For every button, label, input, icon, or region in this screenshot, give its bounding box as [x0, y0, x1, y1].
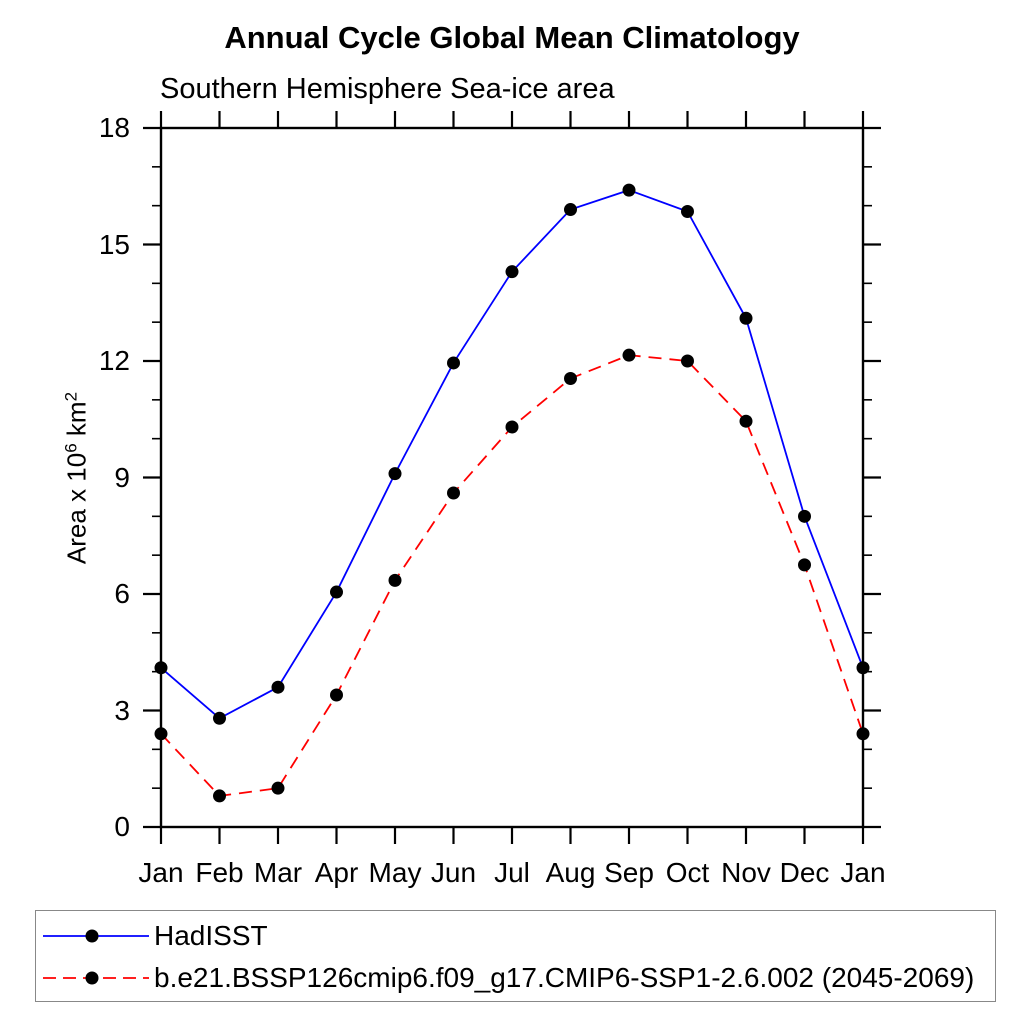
data-point-marker	[154, 727, 168, 741]
x-tick-label: Nov	[721, 857, 771, 888]
legend-line-sample-solid	[43, 929, 149, 943]
data-point-marker	[681, 354, 694, 368]
chart-subtitle: Southern Hemisphere Sea-ice area	[160, 73, 615, 105]
data-point-marker	[213, 789, 226, 803]
data-point-marker	[154, 661, 168, 675]
x-tick-label: Oct	[665, 857, 710, 888]
data-point-marker	[388, 573, 402, 587]
data-point-marker	[739, 311, 753, 325]
data-point-marker	[330, 585, 343, 599]
x-tick-label: Dec	[779, 857, 830, 888]
y-tick-label: 15	[98, 228, 130, 260]
y-tick-label: 9	[114, 461, 130, 493]
data-point-marker	[739, 414, 753, 428]
data-point-marker	[798, 509, 811, 523]
x-tick-label: Jan	[138, 857, 184, 888]
data-point-marker	[564, 371, 577, 385]
data-point-marker	[856, 727, 870, 741]
legend-row-hadisst: HadISST	[41, 917, 268, 955]
data-point-marker	[447, 486, 460, 500]
x-tick-label: Apr	[314, 857, 359, 888]
data-point-marker	[447, 356, 460, 370]
data-point-marker	[330, 688, 343, 702]
data-point-marker	[681, 204, 694, 218]
data-point-marker	[622, 183, 636, 197]
x-tick-label: Jul	[494, 857, 530, 888]
data-point-marker	[271, 680, 285, 694]
data-point-marker	[388, 467, 402, 481]
data-point-marker	[798, 558, 811, 572]
data-point-marker	[271, 781, 285, 795]
legend-label: HadISST	[154, 920, 268, 951]
x-tick-label: Feb	[195, 857, 244, 888]
data-point-marker	[505, 265, 519, 279]
y-axis-tick-labels: 0 3 6 9 12 15 18	[0, 0, 130, 1024]
legend-line-sample-dashed	[43, 971, 149, 985]
chart-title: Annual Cycle Global Mean Climatology	[224, 20, 800, 55]
x-tick-label: May	[368, 857, 422, 888]
legend: HadISST b.e21.BSSP126cmip6.f09_g17.CMIP6…	[35, 910, 996, 1002]
legend-label: b.e21.BSSP126cmip6.f09_g17.CMIP6-SSP1-2.…	[154, 962, 975, 993]
x-tick-label: Mar	[253, 857, 303, 888]
legend-marker-icon	[85, 929, 99, 943]
data-point-marker	[505, 420, 519, 434]
legend-row-model: b.e21.BSSP126cmip6.f09_g17.CMIP6-SSP1-2.…	[41, 959, 974, 997]
data-point-marker	[856, 661, 870, 675]
data-point-marker	[213, 711, 226, 725]
x-tick-label: Jan	[840, 857, 886, 888]
y-tick-label: 12	[98, 345, 130, 376]
legend-marker-icon	[85, 971, 99, 985]
y-tick-label: 6	[114, 578, 130, 609]
y-tick-label: 3	[114, 694, 130, 726]
x-tick-label: Sep	[604, 857, 654, 888]
x-tick-label: Aug	[545, 857, 596, 888]
y-tick-label: 0	[114, 811, 130, 842]
data-point-marker	[622, 348, 636, 362]
x-axis-tick-labels: Jan Feb Mar Apr May Jun Jul Aug Sep Oct Nov Dec Jan	[0, 856, 1024, 890]
data-point-marker	[564, 203, 577, 217]
y-tick-label: 18	[98, 112, 130, 143]
plot-frame	[159, 126, 865, 829]
x-tick-label: Jun	[430, 857, 477, 888]
